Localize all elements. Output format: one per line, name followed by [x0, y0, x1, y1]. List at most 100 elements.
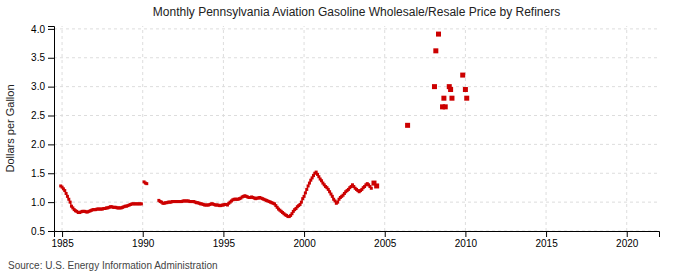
- grid-line-y: [54, 28, 659, 29]
- grid-line-x: [142, 26, 143, 231]
- y-axis-tick-label: 3.5: [31, 52, 45, 63]
- source: Source: U.S. Energy Information Administ…: [8, 260, 218, 271]
- x-axis: 1985 1990 1995 2000 2005 2010 2015 2020: [51, 231, 659, 249]
- line: [61, 172, 372, 216]
- grid-line-y: [54, 202, 659, 203]
- marker: [443, 104, 448, 109]
- marker: [460, 73, 465, 78]
- marker: [304, 191, 307, 194]
- x-axis-tick-label: 1985: [51, 238, 74, 249]
- y-axis-tick-label: 1.0: [31, 197, 45, 208]
- marker: [140, 202, 143, 205]
- marker: [448, 87, 453, 92]
- marker: [374, 183, 379, 188]
- x-axis-tick-label: 2020: [616, 238, 639, 249]
- marker: [331, 195, 334, 198]
- marker: [145, 182, 148, 185]
- y-axis-tick-mark: [48, 173, 54, 174]
- x-axis-tick: 1985: [51, 231, 74, 249]
- series: [371, 32, 469, 189]
- y-axis-tick-label: 2.5: [31, 110, 45, 121]
- x-axis-tick: 2010: [455, 231, 478, 249]
- marker: [308, 182, 311, 185]
- marker: [69, 201, 72, 204]
- x-axis-tick: 2020: [616, 231, 639, 249]
- title: Monthly Pennsylvania Aviation Gasoline W…: [153, 5, 560, 19]
- x-axis-tick-label: 1990: [132, 238, 155, 249]
- x-axis-tick-label: 2010: [455, 238, 478, 249]
- y-axis-tick: 1.0: [31, 197, 54, 208]
- x-axis-tick: 1990: [132, 231, 155, 249]
- y-axis-tick-mark: [48, 29, 54, 30]
- y-axis-tick-label: 2.0: [31, 139, 45, 150]
- x-axis-tick-label: 1995: [213, 238, 236, 249]
- x-axis-tick-label: 2015: [535, 238, 558, 249]
- grid: [54, 26, 659, 231]
- x-axis-tick-mark: [62, 231, 63, 237]
- grid-line-y: [54, 115, 659, 116]
- grid-line-y: [54, 173, 659, 174]
- grid-line-x: [546, 26, 547, 231]
- marker: [464, 96, 469, 101]
- marker: [63, 189, 66, 192]
- marker: [432, 84, 437, 89]
- marker: [65, 192, 68, 195]
- y-axis-tick-label: 1.5: [31, 168, 45, 179]
- grid-line-x: [62, 26, 63, 231]
- grid-line-x: [223, 26, 224, 231]
- y-axis-tick: 2.0: [31, 139, 54, 150]
- x-axis-tick-mark: [143, 231, 144, 237]
- y-axis-tick-label: 3.0: [31, 81, 45, 92]
- x-axis-tick-mark: [465, 231, 466, 237]
- marker: [305, 188, 308, 191]
- marker: [67, 198, 70, 201]
- marker: [307, 184, 310, 187]
- grid-line-x: [465, 26, 466, 231]
- y-axis: 0.5 1.0 1.5 2.0 2.5 3.0 3.5 4.0: [31, 24, 54, 237]
- marker: [66, 195, 69, 198]
- grid-line-y: [54, 57, 659, 58]
- y-axis-tick: 3.5: [31, 52, 54, 63]
- x-axis-tick-mark: [385, 231, 386, 237]
- grid-line-x: [626, 26, 627, 231]
- marker: [300, 201, 303, 204]
- x-axis-tick-mark: [627, 231, 628, 237]
- marker: [405, 123, 410, 128]
- marker: [441, 96, 446, 101]
- marker: [449, 96, 454, 101]
- y-axis-tick: 1.5: [31, 168, 54, 179]
- grid-line-y: [54, 144, 659, 145]
- y-axis-tick-mark: [48, 144, 54, 145]
- y-axis-tick-mark: [48, 202, 54, 203]
- x-axis-tick: 2000: [293, 231, 316, 249]
- chart: 1985 1990 1995 2000 2005 2010 2015 2020 0.5 1.0 1.…: [0, 0, 675, 275]
- x-axis-line: [55, 232, 660, 238]
- grid-line-x: [384, 26, 385, 231]
- marker: [436, 32, 441, 37]
- series: [59, 171, 373, 218]
- marker: [370, 187, 373, 190]
- y-axis-tick: 4.0: [31, 24, 54, 35]
- grid-line-x: [304, 26, 305, 231]
- y-axis-tick-label: 0.5: [31, 226, 45, 237]
- x-axis-tick: 2005: [374, 231, 397, 249]
- y-axis-tick: 3.0: [31, 81, 54, 92]
- y-axis-tick-mark: [48, 231, 54, 232]
- y-axis-tick: 0.5: [31, 226, 54, 237]
- marker: [303, 195, 306, 198]
- x-axis-tick-label: 2005: [374, 238, 397, 249]
- y-axis-tick-mark: [48, 87, 54, 88]
- y-axis-tick: 2.5: [31, 110, 54, 121]
- grid-line-y: [54, 86, 659, 87]
- marker: [336, 201, 339, 204]
- x-axis-tick-mark: [546, 231, 547, 237]
- plot-area: [59, 32, 469, 218]
- y-axis-tick-mark: [48, 58, 54, 59]
- marker: [463, 87, 468, 92]
- x-axis-tick-label: 2000: [293, 238, 316, 249]
- y-axis-line: [48, 27, 55, 232]
- x-axis-tick-mark: [223, 231, 224, 237]
- x-axis-tick: 2015: [535, 231, 558, 249]
- x-axis-tick-mark: [304, 231, 305, 237]
- x-axis-tick: 1995: [213, 231, 236, 249]
